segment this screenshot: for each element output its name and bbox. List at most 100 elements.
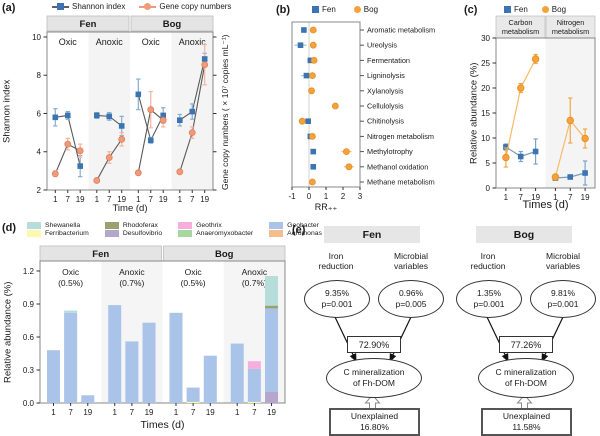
svg-text:7: 7	[66, 195, 71, 204]
panel-a: (a) Shannon index Gene copy numbers Fen B…	[0, 0, 232, 218]
predictor-value: 1.35%	[476, 288, 502, 299]
predictor-ellipse: 9.81% p=0.001	[530, 280, 596, 318]
svg-text:(0.7%): (0.7%)	[119, 278, 144, 288]
svg-text:7: 7	[519, 193, 524, 202]
panel-e: (e) Fen Iron reduction Microbial variabl…	[290, 218, 600, 436]
panel-a-ylabel-right: Gene copy numbers (×10⁷ copies mL⁻¹)	[220, 34, 230, 190]
legend-item-aeromonas: Aeromonas	[269, 230, 322, 237]
svg-text:8: 8	[37, 71, 42, 80]
explained-variance-box: 77.26%	[499, 336, 553, 353]
predictor-value: 9.35%	[324, 288, 350, 299]
svg-text:Anoxic: Anoxic	[242, 267, 268, 277]
svg-text:6: 6	[37, 109, 42, 118]
svg-text:Fen: Fen	[80, 19, 97, 30]
legend-label: Geothrix	[196, 222, 222, 229]
svg-text:19: 19	[145, 408, 154, 417]
svg-text:1: 1	[235, 408, 240, 417]
color-swatch	[27, 230, 41, 237]
svg-text:25: 25	[481, 59, 490, 68]
svg-text:Cellulolysis: Cellulolysis	[367, 102, 404, 111]
panel-b-chart: -1 0 1 2 3 Aromatic metabolism Ureolysis Fermen…	[288, 21, 435, 201]
svg-text:10: 10	[32, 33, 41, 42]
panel-c-legend: Fen Bog	[504, 5, 580, 14]
legend-item-desulfovibrio: Desulfovibrio	[104, 230, 163, 237]
svg-text:Fen: Fen	[92, 249, 109, 260]
legend-item-bog: Bog	[353, 5, 379, 14]
outcome-ellipse: C mineralization of Fh-DOM	[478, 358, 574, 398]
color-swatch	[104, 222, 119, 229]
panel-b-legend: Fen Bog	[312, 5, 392, 14]
legend-label: Anaeromyxobacter	[196, 230, 254, 237]
svg-text:metabolism: metabolism	[502, 27, 539, 36]
panel-b-label: (b)	[276, 4, 291, 16]
svg-text:(0.5%): (0.5%)	[181, 278, 206, 288]
legend-label: Fen	[514, 5, 528, 14]
legend-line	[52, 2, 69, 10]
svg-text:1: 1	[504, 193, 509, 202]
panel-a-xlabel: Time (d)	[112, 203, 148, 214]
panel-c-ylabel: Relative abundance (%)	[468, 62, 480, 164]
svg-text:Oxic: Oxic	[185, 267, 203, 277]
legend-item-fen: Fen	[312, 5, 336, 14]
panel-c: (c) Fen Bog Carbon metabolism Nitrogen meta…	[440, 0, 600, 218]
square-marker-icon	[504, 6, 511, 13]
unexplained-label: Unexplained	[350, 410, 399, 421]
legend-label: Ferribacterium	[45, 230, 89, 237]
svg-text:19: 19	[117, 195, 126, 204]
legend-item-rhodoferax: Rhodoferax	[104, 222, 162, 229]
svg-text:7: 7	[190, 195, 195, 204]
unexplained-box: Unexplained 11.58%	[481, 408, 572, 436]
svg-text:15: 15	[481, 109, 490, 118]
legend-item-shewanella: Shewanella	[27, 222, 89, 229]
svg-text:19: 19	[581, 193, 590, 202]
svg-text:1: 1	[95, 195, 100, 204]
predictor-label: Iron reduction	[318, 251, 354, 272]
svg-text:Anoxic: Anoxic	[179, 37, 207, 47]
svg-text:1: 1	[324, 192, 329, 201]
svg-text:10: 10	[481, 134, 490, 143]
panel-a-label: (a)	[2, 2, 16, 14]
legend-item-bog: Bog	[541, 5, 567, 14]
legend-item-anaeromyxobacter: Anaeromyxobacter	[178, 230, 253, 237]
legend-item-geothrix: Geothrix	[178, 222, 253, 229]
svg-text:0: 0	[307, 192, 312, 201]
color-swatch	[269, 222, 284, 229]
panel-b: (b) Fen Bog -1 0 1 2 3 Aromatic metabolism Ure…	[232, 0, 440, 218]
legend-label: Bog	[363, 5, 379, 14]
svg-text:Anoxic: Anoxic	[96, 37, 124, 47]
svg-text:Nitrogen metabolism: Nitrogen metabolism	[367, 132, 434, 141]
legend-label: Fen	[322, 5, 336, 14]
svg-text:Oxic: Oxic	[59, 37, 78, 47]
panel-c-label: (c)	[464, 4, 478, 16]
svg-text:20: 20	[481, 84, 490, 93]
circle-marker-icon	[353, 6, 361, 13]
legend-label: Bog	[551, 5, 567, 14]
svg-text:7: 7	[130, 408, 135, 417]
panel-a-legend: Shannon index Gene copy numbers	[52, 2, 245, 11]
svg-text:metabolism: metabolism	[552, 27, 589, 36]
legend-item-fen: Fen	[504, 5, 528, 14]
legend-item-ferribacterium: Ferribacterium	[27, 230, 89, 237]
panel-e-label: (e)	[292, 224, 306, 236]
legend-label: Desulfovibrio	[122, 230, 163, 237]
predictor-pvalue: p=0.001	[547, 299, 579, 309]
color-swatch	[178, 222, 193, 229]
svg-text:Ligninolysis: Ligninolysis	[367, 71, 405, 80]
panel-e-fen-diagram: Fen Iron reduction Microbial variables 9…	[300, 218, 447, 436]
data-points	[51, 61, 209, 184]
predictor-ellipse: 0.96% p=0.005	[378, 280, 444, 318]
panel-d-chart: Fen BogOxic(0.5%)Anoxic(0.7%)Oxic(0.5%)An…	[23, 245, 286, 417]
svg-text:Carbon: Carbon	[509, 18, 533, 27]
svg-text:Bog: Bog	[163, 19, 182, 30]
error-bars	[294, 29, 355, 168]
legend-item-gene-copy-numbers: Gene copy numbers	[139, 2, 231, 11]
svg-text:Anoxic: Anoxic	[119, 267, 145, 277]
svg-text:Bog: Bog	[215, 249, 234, 260]
svg-text:0: 0	[486, 184, 491, 193]
square-marker-icon	[312, 6, 319, 13]
legend-label: Aeromonas	[287, 230, 322, 237]
svg-text:7: 7	[252, 408, 257, 417]
predictor-label: Microbial variables	[545, 251, 581, 272]
svg-text:Oxic: Oxic	[62, 267, 80, 277]
